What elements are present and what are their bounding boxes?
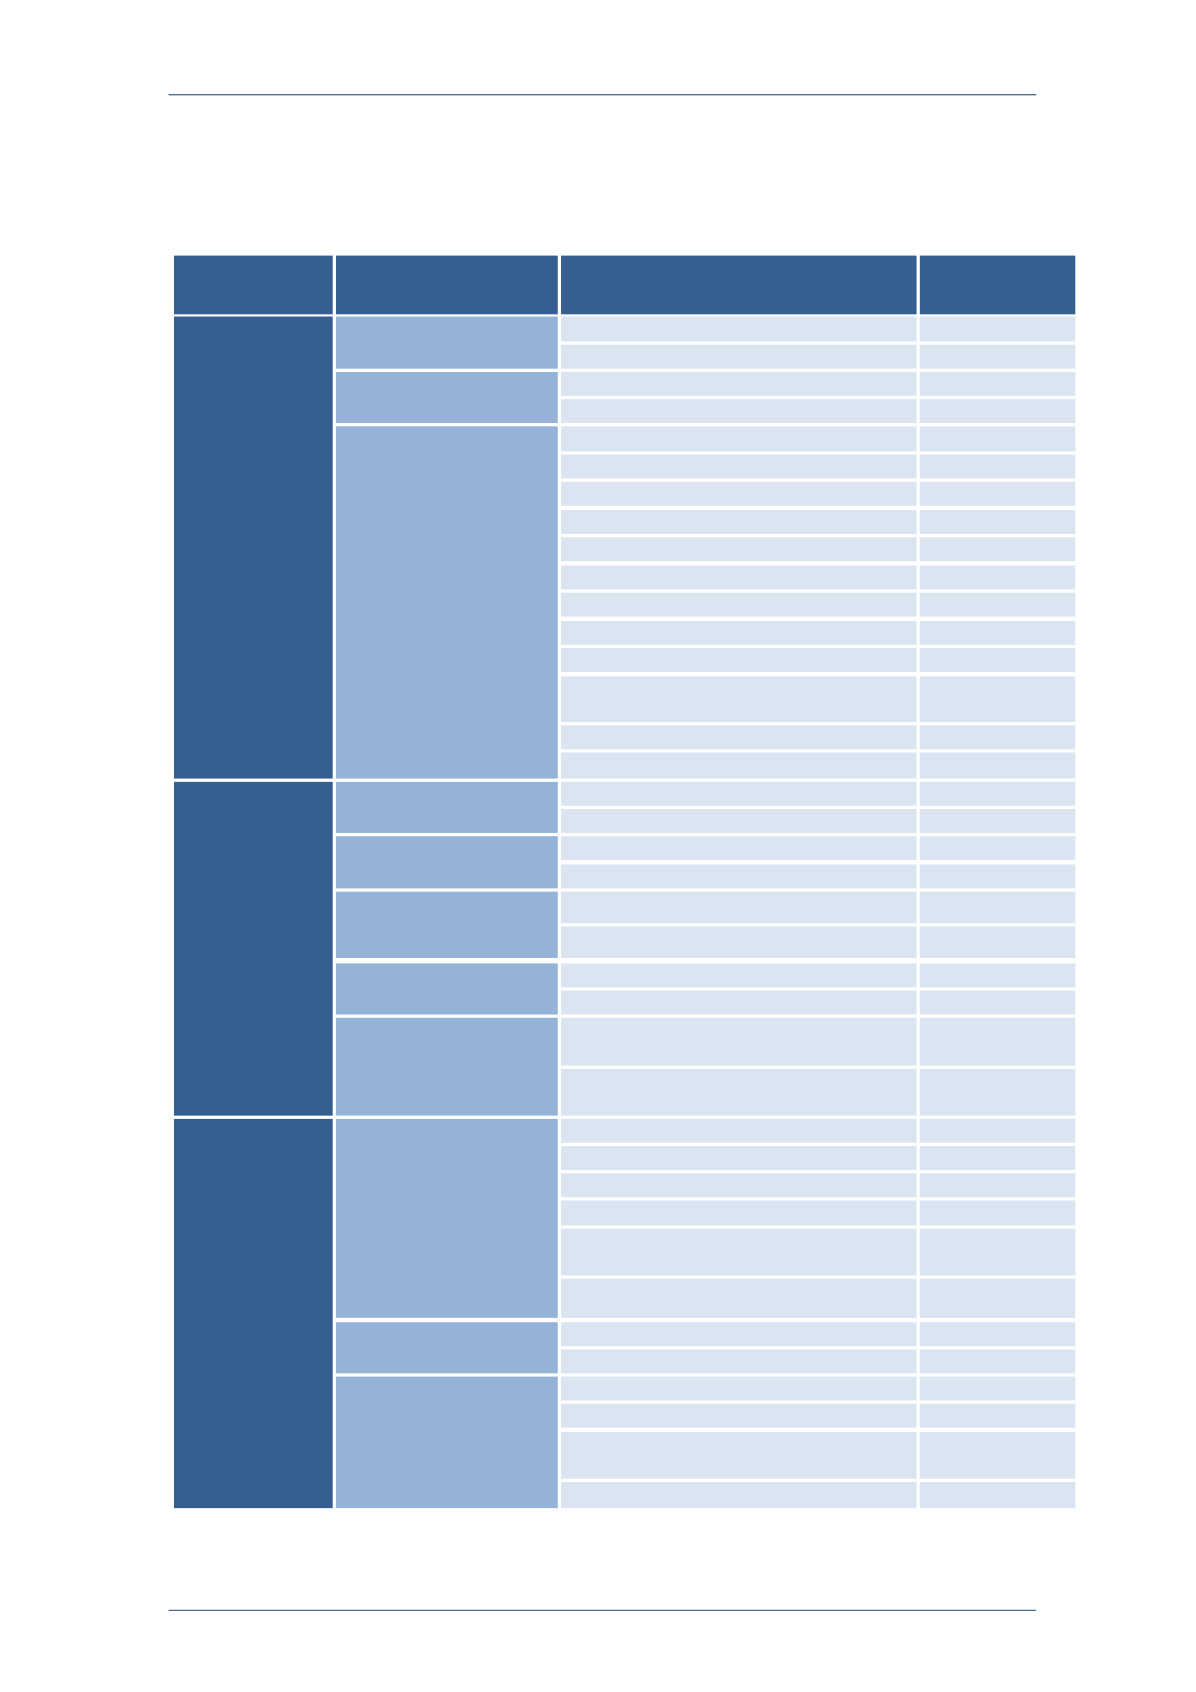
item-cell xyxy=(561,1349,917,1374)
value-cell xyxy=(919,1376,1076,1401)
value-cell xyxy=(919,864,1076,889)
item-cell xyxy=(561,1118,917,1143)
item-cell xyxy=(561,481,917,506)
value-cell xyxy=(919,1349,1076,1374)
item-cell xyxy=(561,537,917,562)
value-cell xyxy=(919,676,1076,723)
value-cell xyxy=(919,510,1076,534)
value-cell xyxy=(919,371,1076,396)
item-cell xyxy=(561,1228,917,1276)
value-cell xyxy=(919,836,1076,861)
item-cell xyxy=(561,809,917,833)
value-cell xyxy=(919,891,1076,924)
value-cell xyxy=(919,990,1076,1015)
item-cell xyxy=(561,648,917,673)
item-cell xyxy=(561,620,917,645)
item-cell xyxy=(561,752,917,779)
value-cell xyxy=(919,809,1076,833)
value-cell xyxy=(919,963,1076,988)
subgroup-cell xyxy=(335,781,558,833)
value-cell xyxy=(919,565,1076,590)
subgroup-cell xyxy=(335,891,558,958)
item-cell xyxy=(561,1322,917,1347)
header-cell xyxy=(173,255,333,315)
subgroup-cell xyxy=(335,1376,558,1509)
value-cell xyxy=(919,1228,1076,1276)
group-cell xyxy=(173,1118,333,1509)
subgroup-cell xyxy=(335,371,558,424)
item-cell xyxy=(561,399,917,424)
value-cell xyxy=(919,426,1076,452)
item-cell xyxy=(561,990,917,1015)
value-cell xyxy=(919,752,1076,779)
value-cell xyxy=(919,1017,1076,1066)
item-cell xyxy=(561,1482,917,1509)
subgroup-cell xyxy=(335,963,558,1015)
item-cell xyxy=(561,1173,917,1198)
item-cell xyxy=(561,454,917,479)
value-cell xyxy=(919,781,1076,806)
value-cell xyxy=(919,1068,1076,1116)
subgroup-cell xyxy=(335,316,558,369)
item-cell xyxy=(561,1146,917,1171)
item-cell xyxy=(561,725,917,750)
value-cell xyxy=(919,592,1076,617)
header-cell xyxy=(919,255,1076,315)
subgroup-cell xyxy=(335,1017,558,1116)
item-cell xyxy=(561,836,917,861)
value-cell xyxy=(919,1146,1076,1171)
item-cell xyxy=(561,1200,917,1226)
value-cell xyxy=(919,1118,1076,1143)
value-cell xyxy=(919,1482,1076,1509)
value-cell xyxy=(919,454,1076,479)
value-cell xyxy=(919,537,1076,562)
item-cell xyxy=(561,1017,917,1066)
item-cell xyxy=(561,781,917,806)
item-cell xyxy=(561,1376,917,1401)
table xyxy=(173,255,1076,1509)
subgroup-cell xyxy=(335,1322,558,1374)
item-cell xyxy=(561,316,917,342)
subgroup-cell xyxy=(335,1118,558,1318)
value-cell xyxy=(919,316,1076,342)
value-cell xyxy=(919,725,1076,750)
item-cell xyxy=(561,1278,917,1318)
item-cell xyxy=(561,426,917,452)
value-cell xyxy=(919,344,1076,369)
value-cell xyxy=(919,399,1076,424)
item-cell xyxy=(561,510,917,534)
value-cell xyxy=(919,926,1076,958)
header-cell xyxy=(561,255,917,315)
item-cell xyxy=(561,565,917,590)
value-cell xyxy=(919,1403,1076,1428)
item-cell xyxy=(561,1432,917,1479)
item-cell xyxy=(561,963,917,988)
value-cell xyxy=(919,481,1076,506)
item-cell xyxy=(561,926,917,958)
value-cell xyxy=(919,1432,1076,1479)
item-cell xyxy=(561,371,917,396)
item-cell xyxy=(561,344,917,369)
item-cell xyxy=(561,592,917,617)
item-cell xyxy=(561,676,917,723)
group-cell xyxy=(173,781,333,1116)
item-cell xyxy=(561,864,917,889)
value-cell xyxy=(919,648,1076,673)
subgroup-cell xyxy=(335,426,558,779)
value-cell xyxy=(919,1278,1076,1318)
item-cell xyxy=(561,1068,917,1116)
item-cell xyxy=(561,1403,917,1428)
value-cell xyxy=(919,1200,1076,1226)
group-cell xyxy=(173,316,333,779)
value-cell xyxy=(919,620,1076,645)
subgroup-cell xyxy=(335,836,558,889)
item-cell xyxy=(561,891,917,924)
value-cell xyxy=(919,1322,1076,1347)
value-cell xyxy=(919,1173,1076,1198)
header-cell xyxy=(335,255,558,315)
